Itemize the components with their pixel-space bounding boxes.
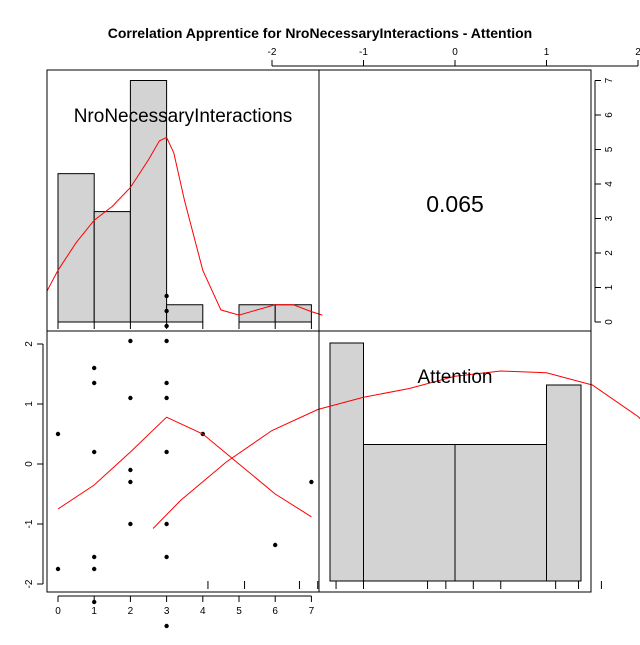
correlation-value: 0.065 [426, 191, 484, 217]
axis-tick-label: 4 [200, 606, 206, 617]
axis-tick-label: 0 [55, 606, 61, 617]
smooth-line [57, 416, 312, 518]
chart-title: Correlation Apprentice for NroNecessaryI… [108, 25, 532, 41]
scatter-point [128, 338, 133, 344]
scatter-point [164, 521, 169, 527]
scatter-point [164, 623, 169, 629]
histogram-bar [274, 304, 312, 323]
scatter-point [273, 542, 278, 548]
scatter-point [164, 293, 169, 299]
histogram-bar [363, 444, 456, 582]
axis-tick-label: 1 [604, 284, 615, 290]
axis-tick-label: 0 [604, 319, 615, 325]
density-curve [152, 370, 640, 529]
panel-frame [46, 330, 320, 593]
axis-tick-label: 7 [309, 606, 315, 617]
scatter-point [92, 449, 97, 455]
axis-tick-label: -1 [359, 47, 368, 58]
scatter-point [92, 380, 97, 386]
axis-tick-label: 6 [604, 112, 615, 118]
scatter-point [55, 566, 61, 572]
scatter-point [309, 479, 314, 485]
scatter-point [128, 479, 133, 485]
scatter-point [164, 395, 169, 401]
axis-tick-label: 6 [272, 606, 278, 617]
axis-tick-label: 0 [24, 461, 35, 467]
axis-tick-label: -2 [24, 579, 35, 588]
variable-label: Attention [418, 367, 493, 388]
scatter-point [164, 323, 169, 329]
axis-tick-label: 2 [128, 606, 134, 617]
histogram-bar [93, 211, 131, 323]
scatter-point [55, 431, 61, 437]
histogram-bar [546, 384, 582, 582]
histogram-bar [129, 80, 168, 323]
axis-tick-label: 2 [24, 341, 35, 347]
scatter-point [164, 380, 169, 386]
axis-tick-label: 1 [24, 401, 35, 407]
axis-tick-label: -2 [268, 47, 277, 58]
scatter-point [128, 395, 133, 401]
axis-tick-label: 3 [604, 215, 615, 221]
axis-tick-label: 2 [604, 250, 615, 256]
scatter-point [128, 521, 133, 527]
axis-tick-label: 1 [91, 606, 97, 617]
density-curve [46, 136, 323, 316]
scatter-point [164, 308, 169, 314]
axis-tick-label: -1 [24, 519, 35, 528]
scatter-point [92, 554, 97, 560]
histogram-bar [166, 304, 204, 323]
axis-tick-label: 1 [544, 47, 550, 58]
axis-tick-label: 5 [604, 146, 615, 152]
axis-tick-label: 5 [236, 606, 242, 617]
histogram-bar [57, 173, 95, 323]
axis-tick-label: 3 [164, 606, 170, 617]
panel-frame [318, 330, 592, 593]
axis-tick-label: 2 [635, 47, 640, 58]
scatter-point [164, 554, 169, 560]
axis-tick-label: 7 [604, 77, 615, 83]
histogram-bar [329, 342, 364, 582]
scatter-point [92, 566, 97, 572]
scatter-point [128, 467, 133, 473]
scatter-point [92, 365, 97, 371]
histogram-bar [454, 444, 547, 582]
axis-tick-label: 4 [604, 181, 615, 187]
axis-tick-label: 0 [452, 47, 458, 58]
scatter-point [164, 338, 169, 344]
scatter-point [164, 449, 169, 455]
variable-label: NroNecessaryInteractions [74, 106, 293, 127]
panels: NroNecessaryInteractions 0.065 Attention 0 1… [24, 47, 640, 629]
